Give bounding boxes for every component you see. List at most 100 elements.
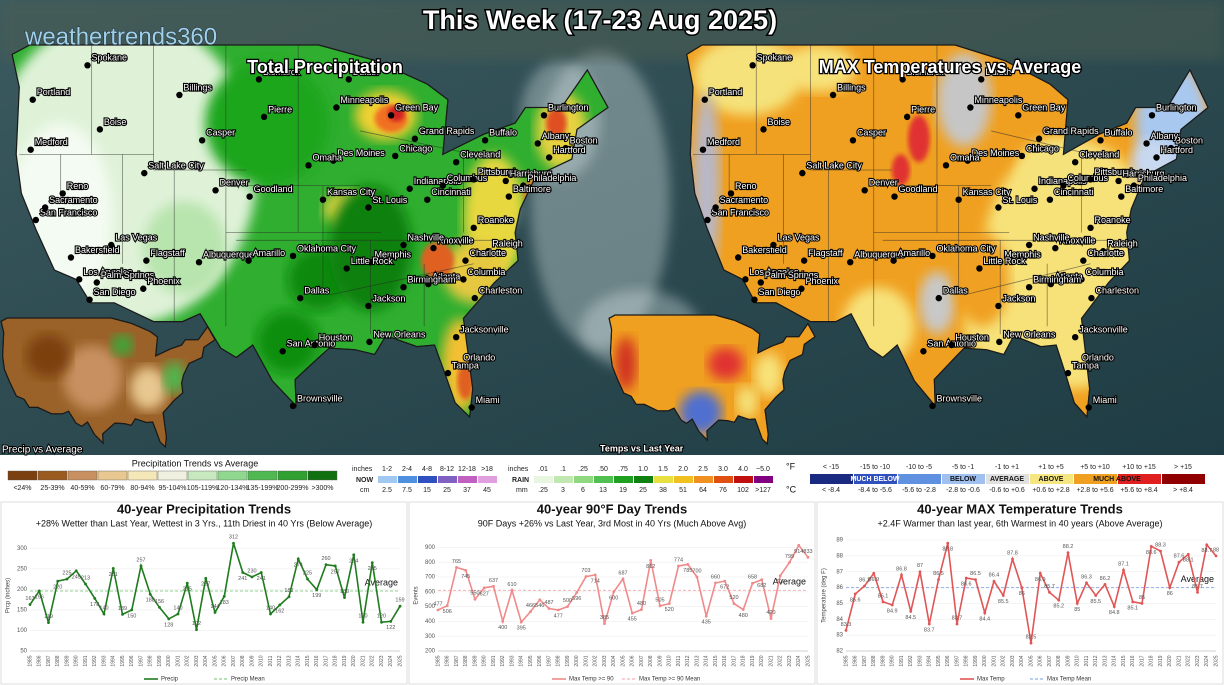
data-point	[102, 612, 106, 616]
x-tick-label: 2019	[1158, 655, 1164, 666]
city-dot	[735, 254, 742, 261]
city-dot	[1015, 112, 1022, 119]
legend-entry: Max Temp >= 90	[569, 677, 614, 683]
legend-entry: Max Temp	[977, 677, 1005, 683]
data-point	[510, 588, 514, 592]
x-tick-label: 2000	[982, 655, 988, 666]
x-tick-label: 2022	[778, 655, 784, 666]
city-dot	[1167, 144, 1175, 152]
legend-swatch	[594, 476, 613, 483]
city-label: Pittsburgh	[478, 167, 519, 177]
data-label: 312	[229, 535, 238, 541]
city-label: Los Angeles	[83, 267, 133, 277]
legend-class: MUCH ABOVE	[1093, 476, 1141, 483]
city-dot	[935, 294, 942, 302]
city-label: Orlando	[463, 353, 495, 363]
x-tick-label: 2015	[713, 655, 719, 666]
legend-label: +5.6 to +8.4	[1120, 487, 1157, 494]
map-region	[783, 45, 856, 92]
data-label: 85.5	[1090, 599, 1101, 605]
city-dot	[245, 257, 252, 264]
data-label: 88.6	[1146, 550, 1157, 556]
legend-label: <24%	[13, 485, 31, 492]
city-dot	[470, 224, 477, 232]
legend-label: +0.6 to +2.8	[1032, 487, 1069, 494]
city-label: Albany	[542, 131, 570, 141]
data-label: 714	[591, 578, 600, 584]
legend-swatch	[438, 476, 457, 483]
data-label: 774	[674, 558, 683, 564]
data-point	[1001, 594, 1005, 597]
x-tick-label: 2008	[240, 655, 246, 666]
legend-swatch	[898, 474, 941, 484]
data-label: 477	[433, 601, 442, 607]
city-label: Omaha	[313, 153, 343, 163]
map-region	[143, 201, 226, 295]
x-tick-label: 2014	[296, 655, 302, 666]
city-dot	[366, 338, 373, 346]
city-label: Flagstaff	[808, 248, 843, 258]
x-tick-label: 2009	[1065, 655, 1071, 666]
legend-class: MUCH BELOW	[851, 476, 900, 483]
data-label: 765	[452, 559, 461, 565]
legend-swatch	[534, 476, 553, 483]
x-tick-label: 1990	[74, 655, 80, 666]
legend-class: ABOVE	[1039, 476, 1064, 483]
city-label: Buffalo	[1104, 128, 1132, 138]
city-label: Columbia	[467, 267, 505, 277]
chart-frame	[816, 501, 1224, 685]
data-point	[167, 617, 171, 621]
legend-swatch	[37, 470, 68, 481]
data-point	[927, 622, 931, 626]
data-point	[992, 579, 996, 583]
legend-row-label: inches	[508, 466, 529, 473]
legend-swatch	[1074, 474, 1117, 484]
city-dot	[1153, 154, 1160, 161]
city-dot	[890, 257, 897, 264]
logo: weathertrends360	[24, 23, 217, 50]
legend-swatch	[247, 470, 278, 481]
city-label: Nashville	[408, 232, 445, 242]
legend-label: -15 to -10	[860, 464, 890, 471]
map-region	[111, 334, 134, 356]
data-point	[343, 596, 346, 599]
data-point	[1048, 590, 1051, 594]
data-label: 122	[386, 625, 395, 631]
data-point	[630, 611, 634, 615]
x-tick-label: 1999	[157, 655, 163, 666]
city-dot	[760, 126, 767, 133]
x-tick-label: 2015	[305, 655, 311, 666]
data-point	[1029, 641, 1033, 645]
data-label: 500	[563, 598, 572, 604]
legend-label: -10 to -5	[906, 464, 932, 471]
city-dot	[1047, 280, 1055, 288]
y-tick-label: 50	[20, 649, 27, 655]
y-tick-label: 700	[425, 575, 436, 581]
legend-label: >18	[481, 466, 493, 473]
data-point	[278, 603, 282, 607]
city-label: Minneapolis	[974, 95, 1023, 105]
annotation: Average	[773, 577, 806, 587]
y-tick-label: 88	[836, 553, 843, 559]
data-point	[1011, 557, 1014, 561]
map-region	[25, 334, 71, 378]
x-tick-label: 1992	[500, 655, 506, 666]
city-label: Pierre	[911, 104, 935, 114]
data-point	[566, 605, 569, 608]
data-point	[74, 569, 78, 573]
x-tick-label: 2007	[1047, 655, 1053, 666]
city-dot	[289, 402, 297, 410]
legend-swatch	[7, 470, 38, 481]
city-label: Memphis	[374, 250, 411, 260]
city-dot	[749, 62, 756, 69]
city-dot	[468, 404, 475, 411]
city-dot	[452, 158, 460, 166]
city-label: Sacramento	[49, 195, 98, 205]
data-point	[398, 604, 402, 608]
legend-swatch	[418, 476, 437, 483]
legend-swatch	[157, 470, 188, 481]
city-label: Baltimore	[1125, 184, 1163, 194]
city-dot	[861, 187, 868, 194]
chart-title: 40-year MAX Temperature Trends	[917, 501, 1123, 516]
x-tick-label: 1985	[27, 655, 33, 666]
